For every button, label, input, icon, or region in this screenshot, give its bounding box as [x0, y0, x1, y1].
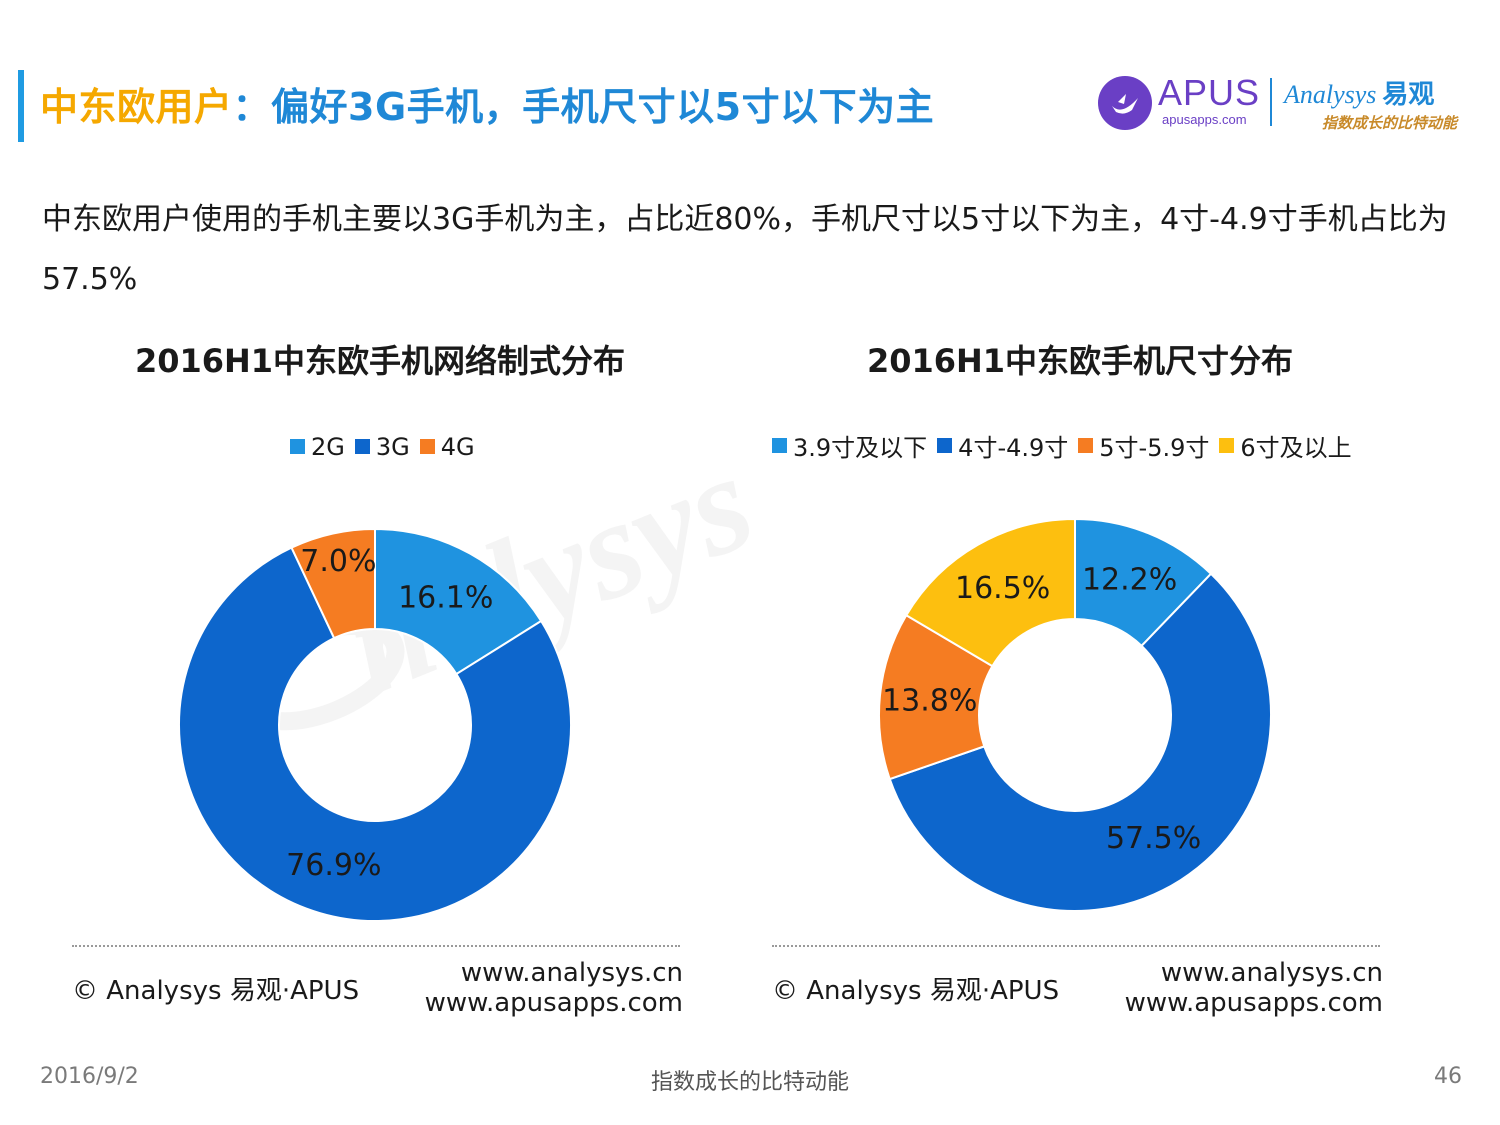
page-title-main: ：偏好3G手机，手机尺寸以5寸以下为主 [232, 85, 935, 129]
chart-2-legend-item-1: 3.9寸及以下 [772, 428, 927, 463]
logo-divider [1270, 78, 1272, 126]
chart-1-url-analysys[interactable]: www.analysys.cn [460, 958, 683, 988]
chart-1-donut: 16.1% 76.9% 7.0% [178, 527, 572, 922]
apus-logo-icon [1098, 76, 1152, 130]
chart-2-legend-swatch-2 [937, 438, 953, 453]
chart-2-url-apus[interactable]: www.apusapps.com [1124, 988, 1383, 1018]
chart-2-value-label-3: 13.8% [882, 683, 977, 718]
chart-2-legend-label-3: 5寸-5.9寸 [1099, 434, 1210, 462]
apus-logo: APUS apusapps.com [1098, 72, 1268, 134]
chart-2-legend-item-2: 4寸-4.9寸 [937, 428, 1068, 463]
chart-2-legend-item-4: 6寸及以上 [1219, 428, 1352, 463]
chart-2-source: © Analysys 易观·APUS [772, 976, 1060, 1006]
chart-2-legend-item-3: 5寸-5.9寸 [1078, 428, 1209, 463]
chart-2-slice-4 [904, 517, 1076, 668]
chart-1-value-label-2: 76.9% [286, 848, 381, 883]
apus-logo-url: apusapps.com [1162, 112, 1247, 127]
footer-date: 2016/9/2 [40, 1064, 139, 1089]
chart-1-title: 2016H1中东欧手机网络制式分布 [134, 342, 626, 380]
chart-2-title: 2016H1中东欧手机尺寸分布 [866, 342, 1294, 380]
chart-1-legend-swatch-1 [290, 439, 305, 454]
analysys-logo-slogan: 指数成长的比特动能 [1322, 114, 1458, 132]
chart-2-legend-label-1: 3.9寸及以下 [793, 434, 928, 462]
apus-logo-name: APUS [1158, 72, 1261, 113]
chart-2-legend-swatch-4 [1219, 438, 1235, 453]
page-title: 中东欧用户：偏好3G手机，手机尺寸以5寸以下为主 [40, 76, 934, 131]
analysys-logo-name: Analysys [1284, 80, 1377, 109]
chart-1-slice-1 [374, 527, 543, 676]
chart-2-legend-swatch-3 [1078, 438, 1094, 453]
chart-1-legend-label-3: 4G [440, 432, 475, 461]
footer-slogan: 指数成长的比特动能 [650, 1070, 849, 1095]
chart-1-legend-item-2: 3G [354, 432, 410, 461]
chart-1-value-label-1: 16.1% [398, 580, 493, 615]
chart-1-legend-item-3: 4G [419, 432, 475, 461]
description-text: 中东欧用户使用的手机主要以3G手机为主，占比近80%，手机尺寸以5寸以下为主，4… [42, 202, 1448, 297]
chart-1-divider [72, 945, 680, 947]
chart-2-divider [772, 945, 1380, 947]
chart-2-legend: 3.9寸及以下 4寸-4.9寸 5寸-5.9寸 6寸及以上 [772, 428, 1362, 463]
chart-1-url-apus[interactable]: www.apusapps.com [424, 988, 683, 1018]
chart-2-slice-2 [888, 572, 1272, 912]
chart-1-value-label-3: 7.0% [300, 544, 376, 579]
chart-1-legend-item-1: 2G [290, 433, 345, 461]
chart-1-legend-swatch-2 [354, 439, 370, 454]
chart-2-value-label-4: 16.5% [955, 571, 1050, 606]
chart-1-legend: 2G 3G 4G [290, 432, 485, 461]
chart-1-source: © Analysys 易观·APUS [72, 976, 360, 1006]
chart-1-legend-label-1: 2G [311, 432, 345, 461]
analysys-logo: Analysys 易观 [1284, 74, 1434, 111]
chart-2-url-analysys[interactable]: www.analysys.cn [1160, 958, 1383, 988]
page-title-highlight: 中东欧用户 [40, 85, 233, 129]
chart-1-legend-label-2: 3G [375, 432, 410, 461]
chart-1-slice-3 [290, 527, 376, 640]
chart-1-urls: www.analysys.cn www.apusapps.com [400, 958, 683, 1018]
chart-2-urls: www.analysys.cn www.apusapps.com [1100, 958, 1383, 1018]
title-accent-bar [18, 70, 24, 142]
footer-page-number: 46 [1434, 1064, 1462, 1089]
chart-2-donut: 12.2% 57.5% 13.8% 16.5% [878, 517, 1272, 912]
chart-2-value-label-2: 57.5% [1106, 821, 1201, 856]
chart-2-value-label-1: 12.2% [1082, 563, 1177, 598]
chart-2-legend-label-4: 6寸及以上 [1240, 434, 1352, 462]
chart-2-legend-label-2: 4寸-4.9寸 [958, 434, 1069, 462]
chart-2-legend-swatch-1 [772, 438, 787, 453]
chart-1-legend-swatch-3 [419, 439, 435, 454]
analysys-logo-cn: 易观 [1382, 80, 1435, 110]
chart-1-slice-2 [178, 546, 572, 922]
